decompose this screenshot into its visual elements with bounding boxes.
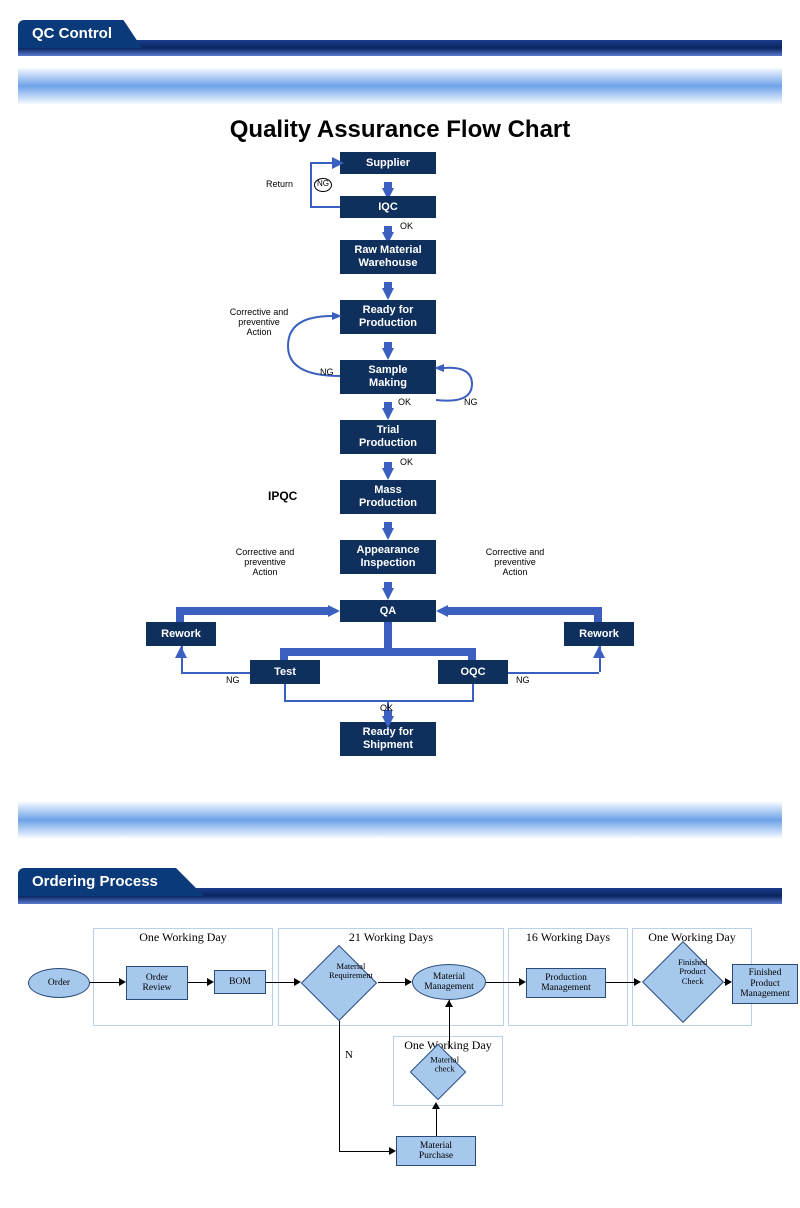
arrow-matmgmt-prod xyxy=(519,978,526,986)
group-label-3: One Working Day xyxy=(642,930,742,945)
arrow-bom-matreq xyxy=(294,978,301,986)
arrow-prod-fpc xyxy=(634,978,641,986)
loop-iqc-return-h2 xyxy=(310,162,334,164)
node-test: Test xyxy=(250,660,320,684)
op-node-fpm: FinishedProductManagement xyxy=(732,964,798,1004)
line-prod-fpc xyxy=(606,982,635,983)
arrow-down-sample xyxy=(382,408,394,420)
node-rmw: Raw Material Warehouse xyxy=(340,240,436,274)
line-matreq-right xyxy=(339,1151,390,1152)
node-iqc: IQC xyxy=(340,196,436,218)
line-oqc-rework xyxy=(508,672,599,674)
node-supplier: Supplier xyxy=(340,152,436,174)
arrow-fpc-fpm xyxy=(725,978,732,986)
label-corrective-1: Corrective and preventive Action xyxy=(224,308,294,338)
loop-iqc-return xyxy=(310,206,340,208)
arrow-order-review xyxy=(119,978,126,986)
label-n: N xyxy=(345,1049,353,1061)
node-rework_r: Rework xyxy=(564,622,634,646)
arrow-merge-ship xyxy=(382,716,394,728)
op-node-review: OrderReview xyxy=(126,966,188,1000)
ordering-section-header: Ordering Process xyxy=(18,868,782,908)
label-ok-sample: OK xyxy=(398,398,411,408)
qa-chart-title: Quality Assurance Flow Chart xyxy=(0,116,800,144)
ordering-flowchart: One Working Day 21 Working Days 16 Working… xyxy=(18,918,782,1188)
node-trial: Trial Production xyxy=(340,420,436,454)
arrow-matreq-matmgmt xyxy=(405,978,412,986)
ordering-tab: Ordering Process xyxy=(18,868,204,896)
line-review-bom xyxy=(188,982,208,983)
arrow-down-trial xyxy=(382,468,394,480)
op-node-prodmgmt: ProductionManagement xyxy=(526,968,606,998)
gradient-band-bottom xyxy=(18,802,782,838)
qc-section-header: QC Control xyxy=(18,20,782,60)
vbar-rework-l-up xyxy=(176,607,184,622)
qc-tab: QC Control xyxy=(18,20,142,48)
op-node-order: Order xyxy=(28,968,90,998)
hbar-qa-left xyxy=(180,607,330,615)
line-test-rework-h2 xyxy=(181,672,216,674)
node-qa: QA xyxy=(340,600,436,622)
arrow-qa-in-right xyxy=(436,605,448,617)
hbar-split xyxy=(284,648,472,656)
line-matreq-down xyxy=(339,1021,340,1151)
line-check-mgmt xyxy=(449,1000,450,1048)
gradient-band-top xyxy=(18,68,782,104)
vbar-split-test xyxy=(280,648,288,660)
vbar-split-oqc xyxy=(468,648,476,660)
label-ng-ready: NG xyxy=(320,368,334,378)
node-oqc: OQC xyxy=(438,660,508,684)
node-mass: Mass Production xyxy=(340,480,436,514)
node-appear: Appearance Inspection xyxy=(340,540,436,574)
label-corrective-r: Corrective and preventive Action xyxy=(480,548,550,578)
label-ok-merge: OK xyxy=(380,704,393,714)
line-matmgmt-prod xyxy=(486,982,520,983)
hbar-qa-right xyxy=(446,607,598,615)
arrow-down-rmw xyxy=(382,288,394,300)
line-oqc-down xyxy=(472,684,474,700)
line-merge-h xyxy=(284,700,474,702)
loop-iqc-return-arrow xyxy=(332,157,344,169)
op-node-bom: BOM xyxy=(214,970,266,994)
label-ng-iqc: NG xyxy=(314,178,332,192)
group-label-1: 21 Working Days xyxy=(341,930,441,945)
label-return: Return xyxy=(266,180,293,190)
line-test-down xyxy=(284,684,286,700)
qa-flowchart: Supplier IQC Raw Material Warehouse Ready f… xyxy=(18,152,782,802)
line-purch-check xyxy=(436,1106,437,1136)
node-sample: Sample Making xyxy=(340,360,436,394)
label-corrective-l: Corrective and preventive Action xyxy=(230,548,300,578)
line-matreq-matmgmt xyxy=(378,982,406,983)
node-ready: Ready for Production xyxy=(340,300,436,334)
line-bom-matreq xyxy=(266,982,295,983)
group-label-0: One Working Day xyxy=(133,930,233,945)
arrow-review-bom xyxy=(207,978,214,986)
arrow-purch-check xyxy=(432,1102,440,1109)
node-rework_l: Rework xyxy=(146,622,216,646)
op-node-matmgmt: MaterialManagement xyxy=(412,964,486,1000)
label-ipqc: IPQC xyxy=(268,490,297,503)
arrow-test-rework xyxy=(175,646,187,658)
line-order-review xyxy=(90,982,120,983)
line-test-rework xyxy=(216,672,250,674)
label-ng-test: NG xyxy=(226,676,240,686)
vbar-rework-r-up xyxy=(594,607,602,622)
op-node-matpurch: MaterialPurchase xyxy=(396,1136,476,1166)
label-ok-iqc: OK xyxy=(400,222,413,232)
loop-iqc-return-v xyxy=(310,162,312,208)
group-label-2: 16 Working Days xyxy=(518,930,618,945)
label-ng-sample: NG xyxy=(464,398,478,408)
arrow-down-mass xyxy=(382,528,394,540)
arrow-down-appear xyxy=(382,588,394,600)
label-ok-trial: OK xyxy=(400,458,413,468)
label-ng-oqc: NG xyxy=(516,676,530,686)
arrow-down-ready xyxy=(382,348,394,360)
arrow-check-mgmt xyxy=(445,1000,453,1007)
group-label-4: One Working Day xyxy=(398,1038,498,1053)
arrow-matreq-purch xyxy=(389,1147,396,1155)
arrow-qa-in-left xyxy=(328,605,340,617)
arrow-oqc-rework xyxy=(593,646,605,658)
